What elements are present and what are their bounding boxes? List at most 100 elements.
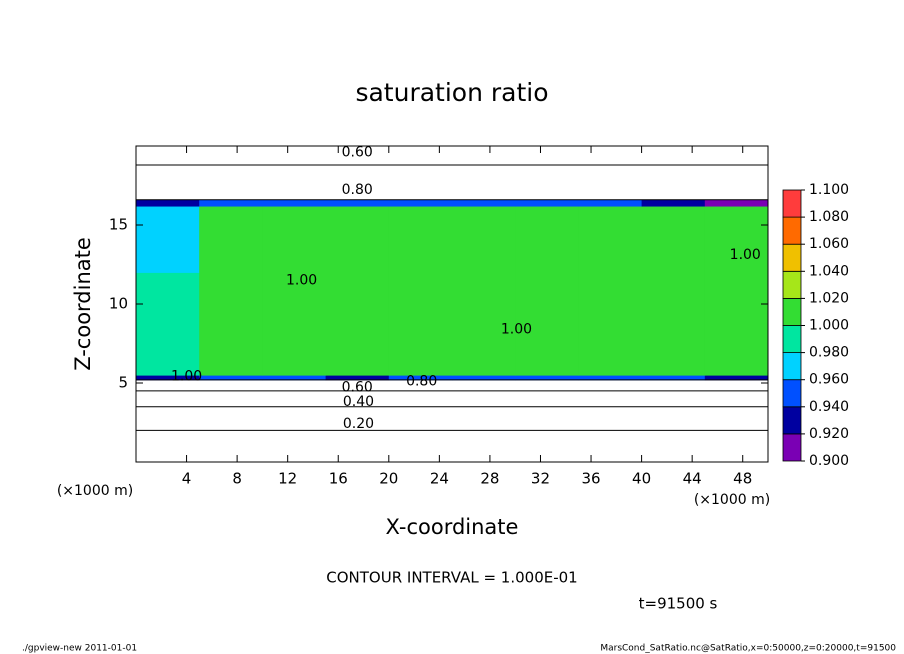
contour-label: 1.00 [171,369,202,385]
field-cell [199,380,263,392]
field-cell [199,165,263,200]
field-cell [199,375,263,381]
colorbar-label: 1.100 [809,182,849,198]
field-cell [262,430,326,462]
field-cell [642,430,706,462]
field-cell [452,430,516,462]
field-cell [136,146,200,165]
x-tick-label: 12 [278,470,297,488]
colorbar-label: 1.020 [809,290,849,306]
field-cell [325,206,390,273]
field-cell [578,380,642,392]
field-cell [389,407,453,431]
field-cell [262,206,327,273]
field-cell [704,272,769,376]
field-cell [704,375,769,381]
field-cell [199,199,263,207]
field-cell [136,375,200,381]
field-cell [388,272,453,376]
field-cell [136,391,200,407]
contour-label: 0.20 [343,416,374,432]
field-cell [515,391,579,407]
field-cell [326,430,390,462]
field-cell [136,206,200,273]
x-tick-label: 32 [531,470,550,488]
y-tick-label: 5 [118,374,128,392]
x-tick-label: 4 [182,470,192,488]
field-cell [199,206,263,273]
field-cell [199,391,263,407]
contour-label: 0.80 [342,182,373,198]
field-cell [389,430,453,462]
colorbar-box [782,189,802,218]
contour-label: 1.00 [730,247,761,263]
field-cell [578,272,643,376]
contour-label: 0.60 [342,144,373,160]
field-cell [136,407,200,431]
field-cell [578,199,643,207]
field-cell [705,430,769,462]
colorbar-box [782,325,802,354]
field-cell [515,206,579,273]
field-cell [452,380,516,392]
field-cell [578,206,643,273]
contour-label: 1.00 [286,272,317,288]
field-cell [262,375,327,381]
field-cell [515,272,579,376]
field-cell [389,146,453,165]
field-cell [388,199,453,207]
x-tick-label: 16 [329,470,348,488]
y-unit-label: (×1000 m) [57,483,133,499]
y-tick-label: 15 [109,216,128,234]
field-cell [704,199,769,207]
field-cell [389,391,453,407]
field-cell [262,165,326,200]
field-cell [705,146,769,165]
colorbar-box [782,433,802,462]
contour-label: 1.00 [501,321,532,337]
colorbar-box [782,216,802,245]
field-cell [578,430,642,462]
colorbar-label: 1.040 [809,263,849,279]
field-cell [452,206,516,273]
field-cell [515,165,579,200]
y-tick-label: 10 [109,295,128,313]
field-cell [325,199,390,207]
field-cell [262,199,327,207]
colorbar-box [782,243,802,272]
x-axis-label: X-coordinate [386,515,519,539]
field-cell [641,206,706,273]
field-cell [262,407,326,431]
colorbar-label: 0.920 [809,426,849,442]
x-tick-label: 40 [632,470,651,488]
field-cell [704,206,769,273]
contour-interval: CONTOUR INTERVAL = 1.000E-01 [326,569,577,587]
field-cell [578,146,642,165]
y-axis-label: Z-coordinate [71,237,95,371]
x-tick-label: 48 [733,470,752,488]
field-cell [641,272,706,376]
field-cell [642,391,706,407]
field-cell [452,375,516,381]
field-cell [578,165,642,200]
field-cell [199,430,263,462]
field-cell [641,375,706,381]
field-cell [325,272,390,376]
field-cell [136,199,200,207]
field-cell [642,146,706,165]
field-cell [705,407,769,431]
footer-right: MarsCond_SatRatio.nc@SatRatio,x=0:50000,… [600,644,896,654]
x-tick-label: 28 [480,470,499,488]
field-cell [388,206,453,273]
contour-label: 0.60 [342,380,373,396]
field-cell [515,407,579,431]
field-cell [705,165,769,200]
field-cell [262,380,326,392]
colorbar-box [782,352,802,381]
colorbar-label: 1.060 [809,236,849,252]
field-cell [642,380,706,392]
field-cell [578,407,642,431]
field-cell [515,146,579,165]
field-cell [199,407,263,431]
colorbar-box [782,270,802,299]
